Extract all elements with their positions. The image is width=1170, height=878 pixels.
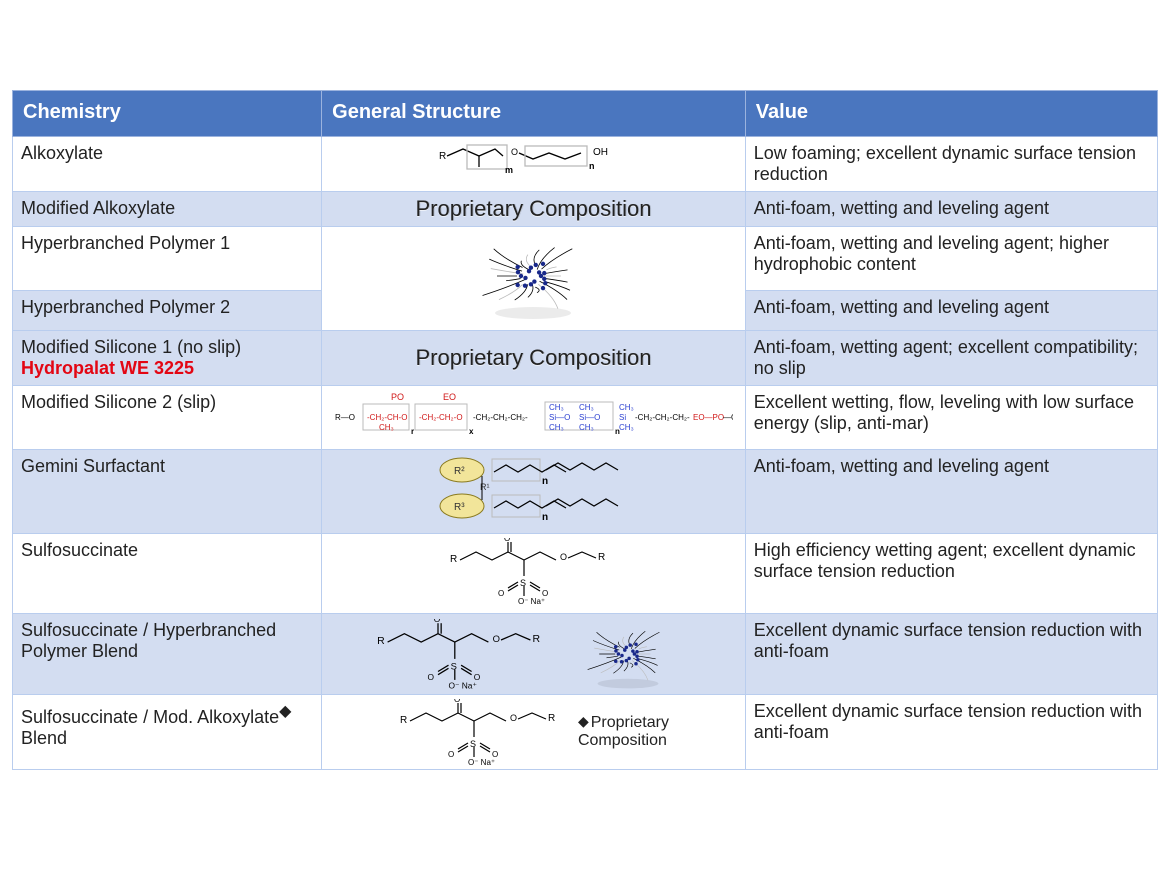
proprietary-label: Proprietary Composition [415,196,651,221]
cell-chemistry: Hyperbranched Polymer 2 [13,291,322,331]
cell-structure: R² R¹ R³ n n [322,450,746,534]
svg-text:—O—R: —O—R [723,413,733,422]
cell-value: Anti-foam, wetting and leveling agent [745,192,1157,227]
cell-chemistry: Sulfosuccinate / Hyperbranched Polymer B… [13,614,322,695]
cell-value: Excellent wetting, flow, leveling with l… [745,386,1157,450]
chemistry-table: Chemistry General Structure Value Alkoxy… [12,90,1158,770]
svg-text:R: R [548,713,555,724]
cell-value: Anti-foam, wetting agent; excellent comp… [745,331,1157,386]
cell-value: Excellent dynamic surface tension reduct… [745,614,1157,695]
svg-text:-CH₂-CH₂-CH₂-: -CH₂-CH₂-CH₂- [473,413,528,422]
svg-text:O⁻ Na⁺: O⁻ Na⁺ [518,597,545,604]
cell-chemistry: Hyperbranched Polymer 1 [13,227,322,291]
svg-text:O: O [434,619,441,624]
svg-text:n: n [542,512,548,523]
table-row: Alkoxylate R m O n OH Low foaming; excel… [13,137,1158,192]
svg-text:n: n [542,476,548,487]
svg-text:Si—O: Si—O [549,413,570,422]
svg-text:EO—PO: EO—PO [693,413,724,422]
col-chemistry: Chemistry [13,91,322,137]
svg-text:O⁻ Na⁺: O⁻ Na⁺ [449,681,477,689]
svg-text:R: R [377,637,385,648]
svg-text:PO: PO [391,392,404,402]
svg-text:CH₃: CH₃ [619,423,634,432]
cell-chemistry: Gemini Surfactant [13,450,322,534]
cell-value: Anti-foam, wetting and leveling agent; h… [745,227,1157,291]
svg-text:R: R [450,554,457,565]
table-row: Modified Silicone 1 (no slip)Hydropalat … [13,331,1158,386]
svg-text:S: S [470,739,476,749]
svg-text:S: S [451,662,457,673]
svg-text:S: S [520,578,526,588]
svg-text:CH₃: CH₃ [549,403,564,412]
table-row: Modified Silicone 2 (slip) PO EO R—O -CH… [13,386,1158,450]
svg-text:R—O: R—O [335,413,355,422]
table-row: Gemini Surfactant R² R¹ R³ n n Anti-foam… [13,450,1158,534]
svg-text:EO: EO [443,392,456,402]
table-row: Sulfosuccinate / Hyperbranched Polymer B… [13,614,1158,695]
svg-text:CH₃: CH₃ [379,423,394,432]
svg-text:-CH₂-CH₂-CH₂-: -CH₂-CH₂-CH₂- [635,413,690,422]
cell-structure: R m O n OH [322,137,746,192]
cell-structure: R O O R S O O O⁻ Na⁺ [322,534,746,614]
proprietary-label: Proprietary Composition [415,345,651,370]
svg-text:CH₃: CH₃ [619,403,634,412]
header-row: Chemistry General Structure Value [13,91,1158,137]
svg-text:O⁻ Na⁺: O⁻ Na⁺ [468,758,495,765]
svg-text:R: R [533,634,541,645]
svg-text:m: m [505,165,513,175]
cell-chemistry: Sulfosuccinate / Mod. Alkoxylate◆Blend [13,695,322,770]
cell-chemistry: Modified Silicone 2 (slip) [13,386,322,450]
svg-text:O: O [448,750,454,759]
col-value: Value [745,91,1157,137]
cell-chemistry: Modified Alkoxylate [13,192,322,227]
svg-text:O: O [511,147,518,157]
cell-chemistry: Sulfosuccinate [13,534,322,614]
svg-text:OH: OH [593,147,608,158]
cell-value: Low foaming; excellent dynamic surface t… [745,137,1157,192]
svg-text:R³: R³ [454,502,465,513]
table-row: Hyperbranched Polymer 1 Anti-foam, wetti… [13,227,1158,291]
svg-text:O: O [428,672,435,682]
svg-text:R: R [400,715,407,726]
table-row: Sulfosuccinate R O O R S O O O⁻ Na⁺ High… [13,534,1158,614]
cell-chemistry: Alkoxylate [13,137,322,192]
cell-chemistry: Modified Silicone 1 (no slip)Hydropalat … [13,331,322,386]
svg-text:n: n [589,161,595,171]
table-row: Modified Alkoxylate Proprietary Compositi… [13,192,1158,227]
cell-value: Anti-foam, wetting and leveling agent [745,450,1157,534]
cell-structure: Proprietary Composition [322,331,746,386]
svg-text:O: O [493,634,500,645]
table-row: Sulfosuccinate / Mod. Alkoxylate◆Blend R… [13,695,1158,770]
cell-value: Anti-foam, wetting and leveling agent [745,291,1157,331]
svg-text:CH₃: CH₃ [549,423,564,432]
svg-text:O: O [504,538,510,543]
svg-text:Si—O: Si—O [579,413,600,422]
cell-value: High efficiency wetting agent; excellent… [745,534,1157,614]
cell-structure: Proprietary Composition [322,192,746,227]
svg-text:R¹: R¹ [480,482,490,492]
svg-text:r: r [411,427,414,436]
svg-text:R: R [598,552,605,563]
svg-text:O: O [498,589,504,598]
svg-text:O: O [560,552,567,562]
svg-text:x: x [469,427,474,436]
svg-text:O: O [510,713,517,723]
svg-text:Si: Si [619,413,626,422]
svg-text:-CH₂-CH₂-O: -CH₂-CH₂-O [419,413,463,422]
svg-text:R: R [439,151,446,162]
col-structure: General Structure [322,91,746,137]
svg-text:R²: R² [454,466,465,477]
svg-text:-CH₂-CH-O: -CH₂-CH-O [367,413,407,422]
cell-structure [322,227,746,331]
svg-text:O: O [454,699,460,704]
cell-structure: PO EO R—O -CH₂-CH-O CH₃ r -CH₂-CH₂-O x -… [322,386,746,450]
cell-value: Excellent dynamic surface tension reduct… [745,695,1157,770]
svg-text:CH₃: CH₃ [579,403,594,412]
cell-structure: R O O R S O O O⁻ Na⁺ [322,614,746,695]
cell-structure: R O O R S O O O⁻ Na⁺ ◆ProprietaryComposi… [322,695,746,770]
svg-text:CH₃: CH₃ [579,423,594,432]
